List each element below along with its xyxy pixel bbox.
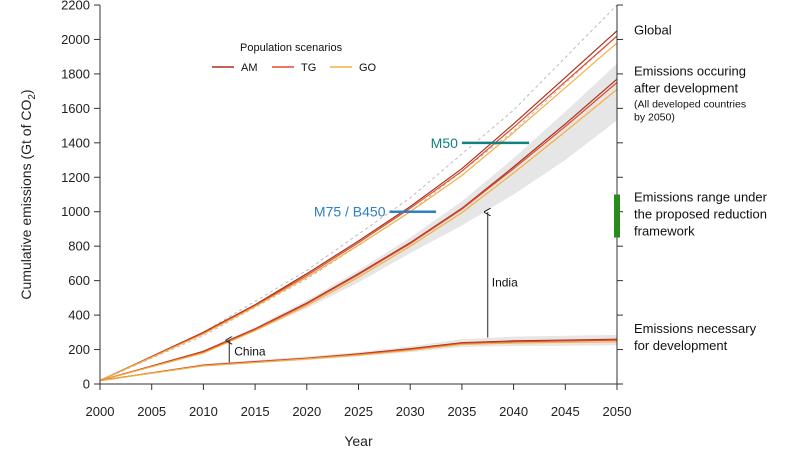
series-line-1 bbox=[99, 35, 618, 382]
side-label-3-line-0: Emissions necessary bbox=[634, 321, 757, 336]
x-tick-label: 2000 bbox=[86, 404, 115, 419]
side-label-2-line-2: framework bbox=[634, 223, 695, 238]
x-tick-label: 2035 bbox=[447, 404, 476, 419]
axes: 0200400600800100012001400160018002000220… bbox=[18, 0, 631, 449]
x-axis-title: Year bbox=[344, 433, 373, 449]
side-label-2-line-0: Emissions range under bbox=[634, 189, 768, 204]
y-tick-label: 800 bbox=[68, 239, 90, 254]
y-tick-label: 400 bbox=[68, 308, 90, 323]
x-tick-label: 2025 bbox=[344, 404, 373, 419]
range-bands bbox=[203, 63, 617, 367]
legend: Population scenarios AM TG GO bbox=[212, 42, 377, 74]
y-axis-title-sub: 2 bbox=[27, 94, 38, 100]
series-line-3 bbox=[99, 78, 618, 382]
y-tick-label: 1800 bbox=[61, 66, 90, 81]
right-side-labels: Global Emissions occuring after developmen… bbox=[634, 22, 768, 353]
y-tick-label: 1400 bbox=[61, 135, 90, 150]
legend-label-1: TG bbox=[301, 62, 316, 74]
y-tick-label: 600 bbox=[68, 273, 90, 288]
x-tick-label: 2020 bbox=[292, 404, 321, 419]
side-label-0-line-0: Global bbox=[634, 22, 672, 37]
side-label-3-line-1: for development bbox=[634, 338, 728, 353]
y-tick-label: 2000 bbox=[61, 32, 90, 47]
annotation-label-india: India bbox=[492, 275, 518, 289]
y-tick-label: 200 bbox=[68, 342, 90, 357]
legend-label-0: AM bbox=[241, 62, 258, 74]
legend-label-2: GO bbox=[359, 62, 377, 74]
marker-label-1: M75 / B450 bbox=[314, 204, 386, 220]
x-tick-label: 2030 bbox=[396, 404, 425, 419]
side-label-1-line-1: after development bbox=[634, 81, 738, 96]
y-tick-label: 2200 bbox=[61, 0, 90, 13]
side-sublabel-1-line-0: (All developed countries bbox=[634, 99, 746, 111]
side-label-2-line-1: the proposed reduction bbox=[634, 206, 767, 221]
series-line-2 bbox=[99, 42, 618, 382]
reduction-range-bar bbox=[614, 194, 620, 238]
y-tick-label: 1200 bbox=[61, 170, 90, 185]
y-tick-label: 1600 bbox=[61, 101, 90, 116]
legend-title: Population scenarios bbox=[240, 42, 343, 54]
y-axis-title-end: ) bbox=[18, 89, 34, 94]
y-tick-label: 0 bbox=[83, 377, 90, 392]
x-tick-label: 2040 bbox=[499, 404, 528, 419]
y-tick-label: 1000 bbox=[61, 204, 90, 219]
annotation-label-china: China bbox=[234, 344, 266, 358]
side-sublabel-1-line-1: by 2050) bbox=[634, 112, 675, 124]
x-tick-label: 2010 bbox=[189, 404, 218, 419]
x-tick-label: 2045 bbox=[551, 404, 580, 419]
series-line-8 bbox=[99, 341, 618, 382]
y-axis-title-main: Cumulative emissions (Gt of CO bbox=[18, 100, 34, 300]
marker-label-0: M50 bbox=[431, 135, 458, 151]
series-line-0 bbox=[99, 30, 618, 382]
y-axis-title: Cumulative emissions (Gt of CO2) bbox=[18, 89, 38, 299]
x-tick-label: 2050 bbox=[603, 404, 632, 419]
x-tick-label: 2005 bbox=[137, 404, 166, 419]
series-line-4 bbox=[99, 82, 618, 382]
x-tick-label: 2015 bbox=[241, 404, 270, 419]
scenario-markers: M50 M75 / B450 bbox=[314, 135, 620, 238]
side-label-1-line-0: Emissions occuring bbox=[634, 64, 746, 79]
annotations: China India bbox=[229, 212, 518, 363]
